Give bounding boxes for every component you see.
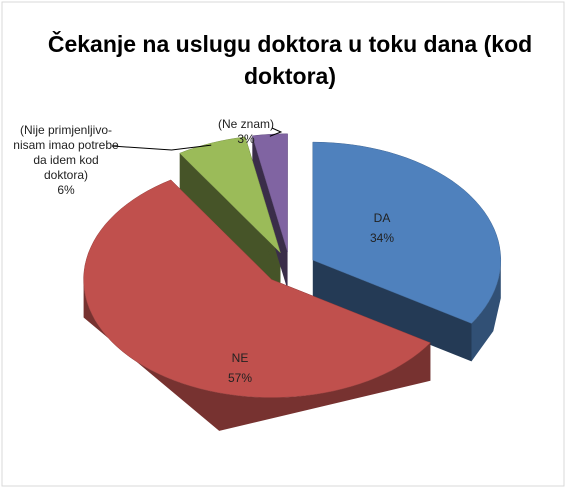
category-label: NE — [232, 351, 249, 365]
slice-wall — [83, 279, 431, 431]
leader-line — [269, 127, 283, 137]
slice — [251, 133, 288, 252]
chart-title: Čekanje na uslugu doktora u toku dana (k… — [48, 30, 532, 89]
category-label: (Nije primjenljivo-nisam imao potrebe da … — [13, 123, 119, 182]
slice — [179, 136, 281, 254]
slice-side-face — [312, 260, 472, 362]
slice — [83, 179, 431, 398]
category-label: (Ne znam) — [218, 117, 274, 131]
slice-wall — [471, 260, 501, 362]
slice — [312, 141, 502, 324]
leader-line — [111, 144, 212, 151]
category-label: DA — [374, 211, 391, 225]
value-label: 6% — [57, 183, 75, 197]
slice-side-face — [179, 153, 281, 291]
value-label: 3% — [237, 132, 255, 146]
value-label: 34% — [370, 231, 394, 245]
value-label: 57% — [228, 371, 252, 385]
